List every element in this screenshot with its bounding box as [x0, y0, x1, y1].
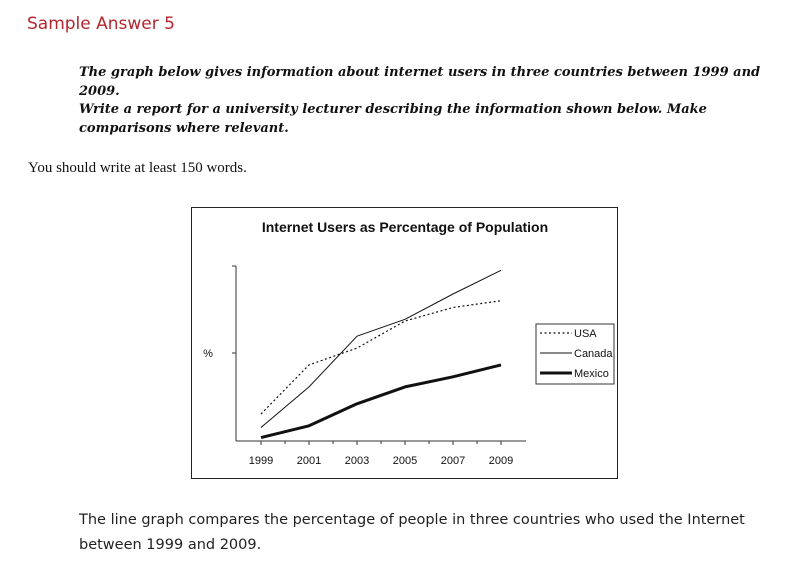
legend-label-usa: USA [574, 328, 597, 340]
x-tick-label: 2009 [489, 455, 513, 467]
legend-label-mexico: Mexico [574, 368, 609, 380]
x-tick-label: 2005 [393, 455, 417, 467]
x-tick-label: 2007 [441, 455, 465, 467]
word-count-instruction: You should write at least 150 words. [28, 160, 247, 176]
page-heading: Sample Answer 5 [27, 14, 175, 34]
legend-label-canada: Canada [574, 348, 613, 360]
x-tick-label: 2001 [297, 455, 321, 467]
y-axis-label: % [203, 348, 213, 360]
x-tick-label: 1999 [249, 455, 273, 467]
task-instructions: Write a report for a university lecturer… [79, 102, 707, 136]
series-line-mexico [260, 363, 502, 440]
x-tick-label: 2003 [345, 455, 369, 467]
line-chart-figure: Internet Users as Percentage of Populati… [191, 207, 618, 479]
chart-title: Internet Users as Percentage of Populati… [262, 219, 548, 235]
answer-paragraph: The line graph compares the percentage o… [79, 512, 745, 553]
line-chart: Internet Users as Percentage of Populati… [203, 219, 615, 467]
task-description: The graph below gives information about … [79, 65, 761, 99]
series-line-canada [260, 269, 502, 428]
